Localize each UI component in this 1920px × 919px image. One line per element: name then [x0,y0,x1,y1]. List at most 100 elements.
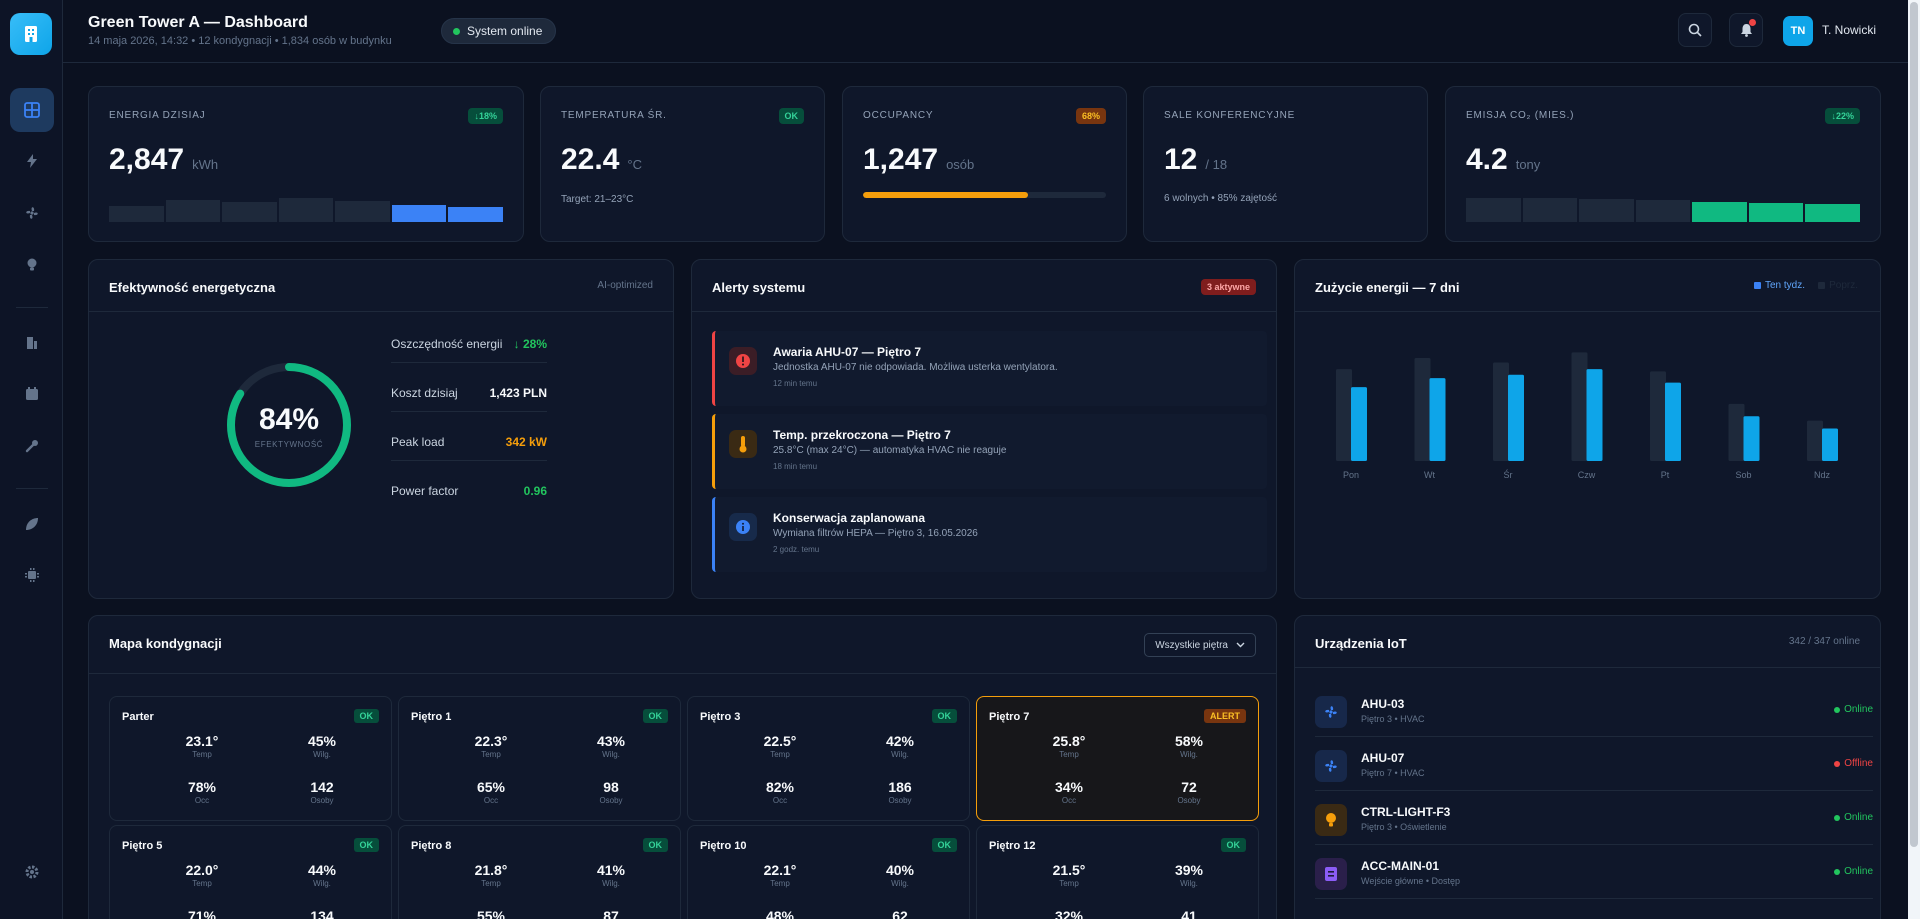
kpi-value-number: 1,247 [863,143,939,176]
floor-status-badge: OK [931,709,957,723]
energy-bar-previous[interactable] [1493,362,1509,461]
iot-device-location: Piętro 3 • Oświetlenie [1361,822,1447,832]
alert-item[interactable]: Awaria AHU-07 — Piętro 7 Jednostka AHU-0… [712,331,1267,406]
floor-card[interactable]: Piętro 10 OK 22.1°Temp 40%Wilg. 48%Occ 6… [687,825,970,919]
page-scrollbar[interactable] [1908,0,1920,919]
legend-previous-week[interactable]: Poprz. [1818,280,1858,291]
iot-device-row[interactable]: AHU-03 Piętro 3 • HVAC Online [1315,683,1873,737]
spark-bar [222,202,277,222]
fan-icon [1315,750,1347,782]
energy-bar-previous[interactable] [1650,371,1666,461]
kpi-label: Occupancy [863,110,934,121]
avatar[interactable]: TN [1783,16,1813,46]
metric-value: 45% [307,733,337,749]
iot-device-row[interactable]: CTRL-LIGHT-F3 Piętro 3 • Oświetlenie Onl… [1315,791,1873,845]
floor-metric-people: 72 Osoby [1139,779,1239,805]
floor-filter-value: Wszystkie piętra [1155,639,1228,651]
alert-item[interactable]: Temp. przekroczona — Piętro 7 25.8°C (ma… [712,414,1267,489]
floor-card[interactable]: Piętro 5 OK 22.0°Temp 44%Wilg. 71%Occ 13… [109,825,392,919]
floor-card[interactable]: Piętro 8 OK 21.8°Temp 41%Wilg. 55%Occ 87… [398,825,681,919]
notifications-button[interactable] [1729,13,1763,47]
lightbulb-icon[interactable] [10,243,54,287]
kpi-value-number: 12 [1164,143,1198,176]
energy-bar-current[interactable] [1429,378,1446,461]
energy-bar-current[interactable] [1743,416,1760,461]
floor-metric-people: 87Osoby [561,908,661,919]
energy-bar-previous[interactable] [1728,403,1745,461]
metric-value: 48% [765,908,795,919]
metric-label: Temp [770,879,790,888]
settings-gear-icon[interactable] [10,850,54,894]
energy-bar-previous[interactable] [1336,369,1352,461]
metric-label: Wilg. [313,879,331,888]
energy-bar-current[interactable] [1586,369,1603,461]
iot-device-status: Online [1834,704,1873,715]
efficiency-row: Peak load 342 kW [391,423,547,461]
user-name[interactable]: T. Nowicki [1822,23,1877,37]
metric-value: 87 [603,908,619,919]
metric-value: 71% [187,908,217,919]
energy-bar-current[interactable] [1665,382,1681,461]
building-logo-icon[interactable] [10,13,52,55]
kpi-badge: 68% [1075,108,1106,124]
floor-metric-people: 62Osoby [850,908,950,919]
floor-metric-temp: 21.8° Temp [441,862,541,888]
floor-name: Piętro 5 [122,840,163,852]
floor-metric-temp: 22.3° Temp [441,733,541,759]
status-dot-icon [1834,868,1841,875]
legend-label: Poprz. [1829,280,1858,291]
metric-value: 41 [1181,908,1197,919]
energy-bar-previous[interactable] [1807,420,1823,461]
metric-label: Osoby [1177,796,1201,805]
floor-card[interactable]: Piętro 3 OK 22.5° Temp 42% Wilg. 82% Occ 18… [687,696,970,821]
page-title: Green Tower A — Dashboard [88,14,308,31]
metric-value: 21.5° [1052,862,1086,878]
calendar-icon[interactable] [10,372,54,416]
fan-icon[interactable] [10,191,54,235]
floors-map-panel: Mapa kondygnacji Wszystkie piętra Parter… [88,615,1277,919]
energy-bar-previous[interactable] [1571,352,1588,461]
x-tick-label: Ndz [1814,470,1831,480]
metric-value: 22.3° [474,733,508,749]
alert-item[interactable]: Konserwacja zaplanowana Wymiana filtrów … [712,497,1267,572]
panel-divider [89,311,673,312]
floor-card[interactable]: Piętro 12 OK 21.5°Temp 39%Wilg. 32%Occ 4… [976,825,1259,919]
iot-device-row[interactable]: AHU-07 Piętro 7 • HVAC Offline [1315,737,1873,791]
iot-device-status: Online [1834,812,1873,823]
iot-device-row[interactable]: ACC-MAIN-01 Wejście główne • Dostęp Onli… [1315,845,1873,899]
floor-filter-select[interactable]: Wszystkie piętra [1144,633,1256,657]
legend-current-week[interactable]: Ten tydz. [1753,280,1805,291]
kpi-label: Emisja CO₂ (mies.) [1466,110,1575,121]
energy-chart-panel: Zużycie energii — 7 dni Ten tydz. Poprz.… [1294,259,1881,599]
search-icon [1688,23,1702,37]
metric-label: Occ [194,796,210,805]
energy-bolt-icon[interactable] [10,139,54,183]
energy-bar-current[interactable] [1822,428,1838,461]
metric-label: Occ [772,796,788,805]
wrench-icon[interactable] [10,424,54,468]
kpi-value: 4.2 tony [1466,143,1540,177]
status-dot-icon [1834,814,1841,821]
floor-card[interactable]: Parter OK 23.1° Temp 45% Wilg. 78% Occ 142 O… [109,696,392,821]
floor-card[interactable]: Piętro 7 ALERT 25.8° Temp 58% Wilg. 34% Occ… [976,696,1259,821]
iot-device-location: Piętro 7 • HVAC [1361,768,1425,778]
bell-icon [1740,24,1752,37]
kpi-card-energy: Energia dzisiaj ↓18% 2,847 kWh [88,86,524,242]
iot-device-name: CTRL-LIGHT-F3 [1361,805,1451,819]
badge-icon [1315,858,1347,890]
occupancy-progress-bar [863,192,1106,198]
energy-bar-current[interactable] [1508,374,1524,461]
top-header: Green Tower A — Dashboard 14 maja 2026, … [63,0,1908,63]
scrollbar-thumb[interactable] [1910,2,1918,847]
efficiency-row-label: Koszt dzisiaj [391,385,458,400]
building-rooms-icon[interactable] [10,321,54,365]
metric-value: 72 [1181,779,1197,795]
metric-label: Wilg. [1180,879,1198,888]
energy-bar-current[interactable] [1351,387,1367,461]
chip-icon[interactable] [10,553,54,597]
leaf-icon[interactable] [10,502,54,546]
dashboard-icon[interactable] [10,88,54,132]
energy-bar-previous[interactable] [1414,357,1431,461]
floor-card[interactable]: Piętro 1 OK 22.3° Temp 43% Wilg. 65% Occ 98… [398,696,681,821]
search-button[interactable] [1678,13,1712,47]
